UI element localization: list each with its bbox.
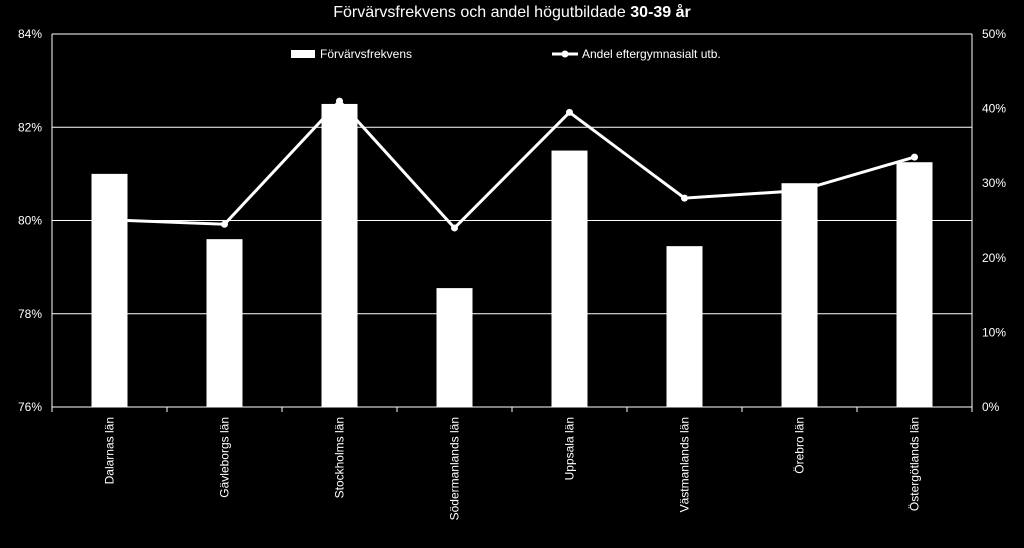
right-tick-label: 20% [982, 251, 1006, 265]
bar [91, 173, 128, 407]
category-label: Södermanlands län [448, 417, 462, 520]
left-tick-label: 80% [18, 214, 42, 228]
gridlines [52, 33, 972, 408]
category-label: Västmanlands län [678, 417, 692, 512]
right-tick-label: 30% [982, 176, 1006, 190]
chart-title-bold: 30-39 år [630, 4, 691, 21]
left-tick-label: 84% [18, 27, 42, 41]
right-axis-ticks: 0% 10% 20% 30% 40% 50% [982, 27, 1006, 414]
bar [206, 239, 243, 407]
left-axis-ticks: 76% 78% 80% 82% 84% [18, 27, 42, 414]
category-label: Uppsala län [563, 417, 577, 480]
series-line [127, 98, 915, 231]
right-tick-label: 50% [982, 27, 1006, 41]
bar [321, 103, 358, 407]
category-label: Gävleborgs län [218, 417, 232, 498]
bar-series [91, 103, 933, 407]
chart-title-main: Förvärvsfrekvens och andel högutbildade [333, 4, 626, 21]
left-tick-label: 82% [18, 120, 42, 134]
line-series [106, 97, 918, 232]
bar [436, 288, 473, 407]
chart-title: Förvärvsfrekvens och andel högutbildade … [0, 4, 1024, 22]
right-tick-label: 0% [982, 400, 1000, 414]
legend: Förvärvsfrekvens Andel eftergymnasialt ut… [291, 47, 721, 61]
category-label: Östergötlands län [908, 417, 922, 511]
line-point [106, 217, 113, 224]
legend-bar-swatch [291, 50, 315, 58]
bar [896, 162, 933, 407]
left-tick-label: 78% [18, 307, 42, 321]
right-tick-label: 10% [982, 325, 1006, 339]
line-point [221, 220, 228, 228]
line-point [566, 108, 573, 116]
category-labels: Dalarnas län Gävleborgs län Stockholms län… [103, 417, 922, 520]
line-point [681, 194, 688, 202]
line-point [451, 224, 458, 232]
bar [781, 183, 818, 407]
bar [666, 246, 703, 407]
line-point [911, 153, 918, 161]
category-label: Stockholms län [333, 417, 347, 498]
bar [551, 150, 588, 407]
line-point [336, 97, 343, 105]
legend-line-label: Andel eftergymnasialt utb. [582, 47, 721, 61]
legend-line-marker [561, 50, 569, 58]
left-tick-label: 76% [18, 400, 42, 414]
category-label: Örebro län [793, 417, 807, 474]
category-label: Dalarnas län [103, 417, 117, 484]
right-tick-label: 40% [982, 102, 1006, 116]
axes [51, 34, 973, 412]
line-point [796, 187, 803, 195]
legend-bar-label: Förvärvsfrekvens [320, 47, 412, 61]
